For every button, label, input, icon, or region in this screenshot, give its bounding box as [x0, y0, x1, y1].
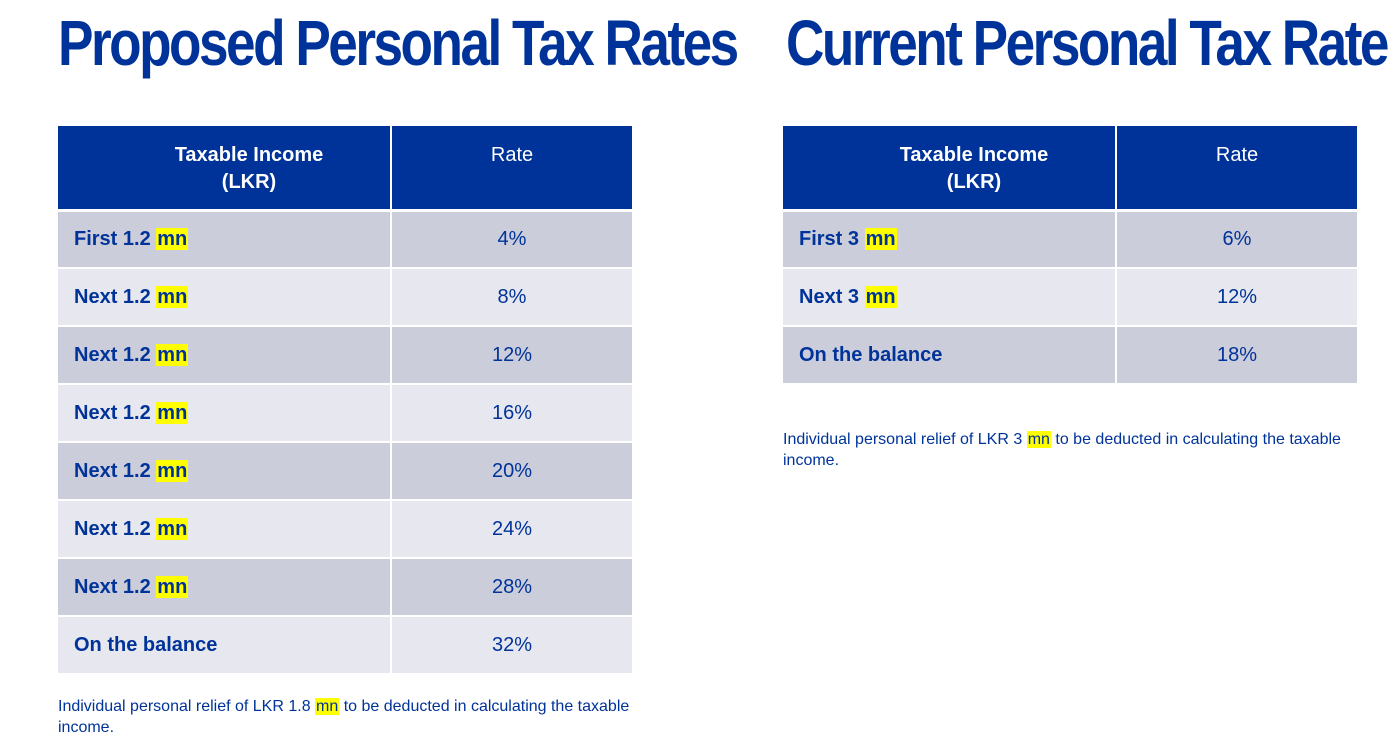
rate-cell: 12% [391, 326, 632, 385]
table-header-row: Taxable Income (LKR) Rate [58, 126, 632, 212]
proposed-title: Proposed Personal Tax Rates [58, 7, 739, 79]
income-header-line1: Taxable Income [174, 144, 324, 166]
rate-cell: 20% [391, 442, 632, 501]
unit-highlight: mn [156, 343, 189, 366]
bracket-amount: Next 1.2 [74, 575, 151, 598]
bracket-amount: On the balance [74, 633, 218, 656]
rate-cell: 6% [1116, 210, 1357, 269]
income-bracket-cell: On the balance [58, 616, 392, 675]
proposed-relief-note: Individual personal relief of LKR 1.8 mn… [58, 696, 648, 738]
unit-highlight: mn [156, 459, 189, 482]
table-row: On the balance 32% [58, 616, 632, 675]
rate-cell: 16% [391, 384, 632, 443]
table-row: Next 1.2 mn 20% [58, 442, 632, 501]
income-bracket-cell: Next 3 mn [783, 268, 1117, 327]
proposed-rates-table: Taxable Income (LKR) Rate First 1.2 mn 4… [58, 126, 632, 675]
table-row: Next 1.2 mn 16% [58, 384, 632, 443]
note-text-before: Individual personal relief of LKR 1.8 [58, 698, 316, 715]
unit-highlight: mn [864, 285, 897, 308]
rate-cell: 32% [391, 616, 632, 675]
rate-cell: 8% [391, 268, 632, 327]
note-unit-highlight: mn [315, 698, 340, 715]
note-text-after: to be deducted in calculating the taxabl… [58, 698, 630, 736]
table-row: Next 1.2 mn 28% [58, 558, 632, 617]
bracket-amount: First 3 [799, 227, 860, 250]
income-bracket-cell: Next 1.2 mn [58, 500, 392, 559]
rate-cell: 12% [1116, 268, 1357, 327]
table-row: Next 1.2 mn 24% [58, 500, 632, 559]
rate-cell: 28% [391, 558, 632, 617]
current-rates-table: Taxable Income (LKR) Rate First 3 mn 6% … [783, 126, 1357, 385]
table-row: Next 1.2 mn 12% [58, 326, 632, 385]
note-unit-highlight: mn [1026, 431, 1051, 448]
bracket-amount: Next 1.2 [74, 285, 151, 308]
bracket-amount: On the balance [799, 343, 943, 366]
income-header-line1: Taxable Income [899, 144, 1049, 166]
income-bracket-cell: Next 1.2 mn [58, 384, 392, 443]
unit-highlight: mn [864, 227, 897, 250]
income-bracket-cell: Next 1.2 mn [58, 326, 392, 385]
table-header-row: Taxable Income (LKR) Rate [783, 126, 1357, 212]
bracket-amount: Next 1.2 [74, 343, 151, 366]
bracket-amount: Next 1.2 [74, 459, 151, 482]
income-column-header: Taxable Income (LKR) [58, 126, 392, 212]
bracket-amount: Next 1.2 [74, 517, 151, 540]
bracket-amount: First 1.2 [74, 227, 151, 250]
rate-column-header: Rate [391, 126, 632, 212]
unit-highlight: mn [156, 401, 189, 424]
rate-cell: 4% [391, 210, 632, 269]
rate-cell: 18% [1116, 326, 1357, 385]
current-title: Current Personal Tax Rates [786, 7, 1388, 79]
income-bracket-cell: First 1.2 mn [58, 210, 392, 269]
rate-cell: 24% [391, 500, 632, 559]
unit-highlight: mn [156, 517, 189, 540]
income-bracket-cell: Next 1.2 mn [58, 442, 392, 501]
unit-highlight: mn [156, 285, 189, 308]
income-header-line2: (LKR) [946, 171, 1002, 193]
unit-highlight: mn [156, 227, 189, 250]
income-column-header: Taxable Income (LKR) [783, 126, 1117, 212]
income-bracket-cell: On the balance [783, 326, 1117, 385]
table-row: First 1.2 mn 4% [58, 210, 632, 269]
unit-highlight: mn [156, 575, 189, 598]
income-bracket-cell: Next 1.2 mn [58, 558, 392, 617]
note-text-after: to be deducted in calculating the taxabl… [783, 431, 1341, 469]
rate-column-header: Rate [1116, 126, 1357, 212]
note-text-before: Individual personal relief of LKR 3 [783, 431, 1027, 448]
table-row: On the balance 18% [783, 326, 1357, 385]
table-row: First 3 mn 6% [783, 210, 1357, 269]
table-row: Next 1.2 mn 8% [58, 268, 632, 327]
bracket-amount: Next 3 [799, 285, 860, 308]
income-header-line2: (LKR) [221, 171, 277, 193]
current-relief-note: Individual personal relief of LKR 3 mn t… [783, 429, 1363, 471]
bracket-amount: Next 1.2 [74, 401, 151, 424]
income-bracket-cell: First 3 mn [783, 210, 1117, 269]
income-bracket-cell: Next 1.2 mn [58, 268, 392, 327]
table-row: Next 3 mn 12% [783, 268, 1357, 327]
